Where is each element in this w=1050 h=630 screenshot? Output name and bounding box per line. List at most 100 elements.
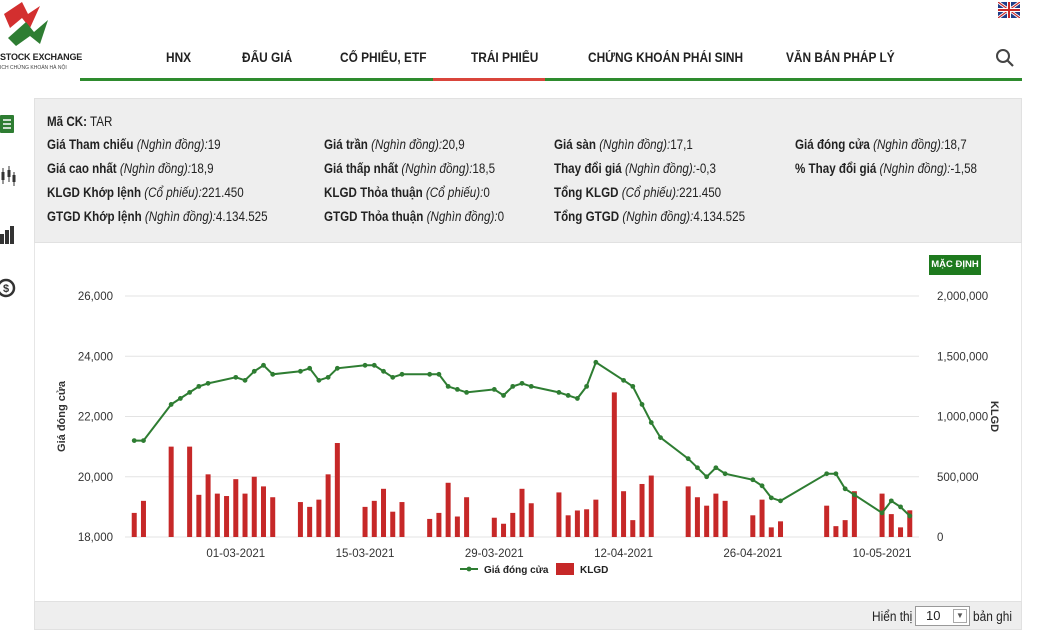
volume-bar: [334, 443, 340, 537]
ceiling-price-label: Giá trần: [324, 137, 368, 152]
page-size-select[interactable]: 10 ▼: [915, 606, 970, 626]
nav-item-auction[interactable]: ĐẤU GIÁ: [242, 50, 293, 65]
nav-item-derivatives[interactable]: CHỨNG KHOÁN PHÁI SINH: [588, 50, 744, 65]
page-size-value: 10: [926, 608, 941, 623]
close-price-point: [528, 383, 534, 389]
candlestick-icon[interactable]: [0, 164, 16, 188]
y2-tick-label: 1,000,000: [937, 412, 988, 424]
close-price-point: [593, 359, 599, 365]
volume-bar: [630, 520, 636, 537]
volume-bar: [436, 512, 442, 537]
close-price-point: [177, 396, 183, 401]
volume-bar: [233, 479, 239, 537]
low-price: Giá thấp nhất (Nghìn đồng):18,5: [324, 161, 495, 176]
high-price: Giá cao nhất (Nghìn đồng):18,9: [47, 161, 214, 176]
y2-tick-label: 0: [937, 532, 943, 544]
close-price-point: [639, 402, 645, 407]
volume-bar: [297, 502, 303, 537]
negotiated-volume-value: 0: [483, 185, 490, 200]
total-value: Tổng GTGD (Nghìn đồng):4.134.525: [554, 209, 745, 224]
volume-bar: [528, 503, 534, 537]
chevron-down-icon[interactable]: ▼: [953, 609, 967, 623]
ceiling-price-value: 20,9: [442, 137, 465, 152]
y-tick-label: 22,000: [78, 412, 113, 424]
close-price-point: [390, 374, 396, 380]
ref-price-label: Giá Tham chiếu: [47, 137, 134, 152]
volume-bar: [833, 526, 839, 537]
close-price-label: Giá đóng cửa: [795, 137, 870, 152]
close-price-point: [713, 465, 719, 471]
close-price-point: [196, 383, 202, 389]
volume-bar: [778, 521, 784, 537]
stock-info-panel: Mã CK: TAR Giá Tham chiếu (Nghìn đồng):1…: [34, 98, 1022, 243]
negotiated-volume-unit: (Cổ phiếu):: [425, 185, 484, 200]
close-price-point: [584, 383, 590, 389]
english-flag-icon[interactable]: [998, 2, 1020, 18]
high-price-value: 18,9: [190, 161, 214, 176]
negotiated-volume: KLGD Thỏa thuận (Cổ phiếu):0: [324, 185, 490, 200]
close-price-point: [778, 498, 783, 504]
y-tick-label: 26,000: [78, 291, 113, 303]
volume-bar: [907, 510, 913, 537]
ref-price-value: 19: [207, 137, 221, 152]
high-price-unit: (Nghìn đồng):: [119, 161, 191, 176]
floor-price-unit: (Nghìn đồng):: [599, 137, 671, 152]
volume-bar: [131, 512, 137, 537]
negotiated-value-label: GTGD Thỏa thuận: [324, 209, 424, 224]
matched-volume-value: 221.450: [201, 185, 244, 200]
total-volume-unit: (Cổ phiếu):: [621, 185, 680, 200]
volume-bar: [325, 474, 331, 537]
logo-subtitle: ICH CHỨNG KHOÁN HÀ NỘI: [0, 65, 67, 71]
volume-bar: [851, 491, 857, 537]
close-price-point: [574, 396, 580, 401]
volume-bar: [140, 500, 146, 537]
volume-bar: [759, 499, 765, 537]
volume-bar: [842, 520, 848, 537]
summary-icon[interactable]: [0, 112, 16, 136]
nav-item-bonds[interactable]: TRÁI PHIẾU: [471, 50, 539, 65]
nav-item-stocks-etf[interactable]: CỔ PHIẾU, ETF: [340, 50, 427, 65]
search-icon[interactable]: [995, 48, 1015, 68]
price-volume-chart: 26,000 24,000 22,000 20,000 18,000 2,000,000 1…: [56, 291, 1000, 576]
volume-bar: [399, 502, 405, 537]
default-button[interactable]: MẶC ĐỊNH: [929, 255, 981, 275]
close-price-point: [565, 393, 571, 398]
pct-price-change-label: % Thay đổi giá: [795, 161, 877, 176]
volume-bar: [621, 491, 627, 537]
nav-item-legal-docs[interactable]: VĂN BẢN PHÁP LÝ: [786, 50, 895, 65]
close-price-point: [879, 510, 885, 516]
y2-axis-title: KLGD: [988, 401, 1000, 432]
legend-line-marker: [466, 566, 472, 572]
pct-price-change-value: -1,58: [950, 161, 977, 176]
matched-volume-label: KLGD Khớp lệnh: [47, 185, 142, 200]
logo-title: STOCK EXCHANGE: [0, 52, 83, 62]
volume-bar: [307, 506, 313, 537]
negotiated-value: GTGD Thỏa thuận (Nghìn đồng):0: [324, 209, 504, 224]
matched-value: GTGD Khớp lệnh (Nghìn đồng):4.134.525: [47, 209, 268, 224]
dollar-circle-icon[interactable]: $: [0, 276, 16, 300]
x-tick-label: 12-04-2021: [594, 548, 653, 560]
price-change-value: -0,3: [695, 161, 716, 176]
price-change: Thay đổi giá (Nghìn đồng):-0,3: [554, 161, 716, 176]
x-tick-label: 26-04-2021: [723, 548, 782, 560]
stock-code: Mã CK: TAR: [47, 114, 112, 129]
nav-item-hnx[interactable]: HNX: [166, 50, 192, 65]
volume-bar: [593, 499, 599, 537]
total-volume-value: 221.450: [679, 185, 722, 200]
close-price-point: [648, 420, 654, 425]
volume-bar: [445, 482, 451, 537]
nav-underline: [80, 78, 1022, 81]
stock-code-label: Mã CK:: [47, 114, 87, 129]
close-price-point: [334, 365, 340, 371]
close-price-point: [251, 368, 257, 374]
close-price-point: [685, 456, 691, 462]
volume-bar: [205, 474, 211, 537]
hnx-logo[interactable]: STOCK EXCHANGE ICH CHỨNG KHOÁN HÀ NỘI: [0, 0, 83, 80]
close-price-point: [556, 390, 562, 395]
close-price-point: [464, 390, 470, 395]
close-price-point: [362, 362, 368, 368]
bar-chart-icon[interactable]: [0, 222, 16, 246]
y-tick-label: 24,000: [78, 351, 113, 363]
close-price-point: [242, 377, 248, 383]
close-price-point: [316, 377, 322, 383]
